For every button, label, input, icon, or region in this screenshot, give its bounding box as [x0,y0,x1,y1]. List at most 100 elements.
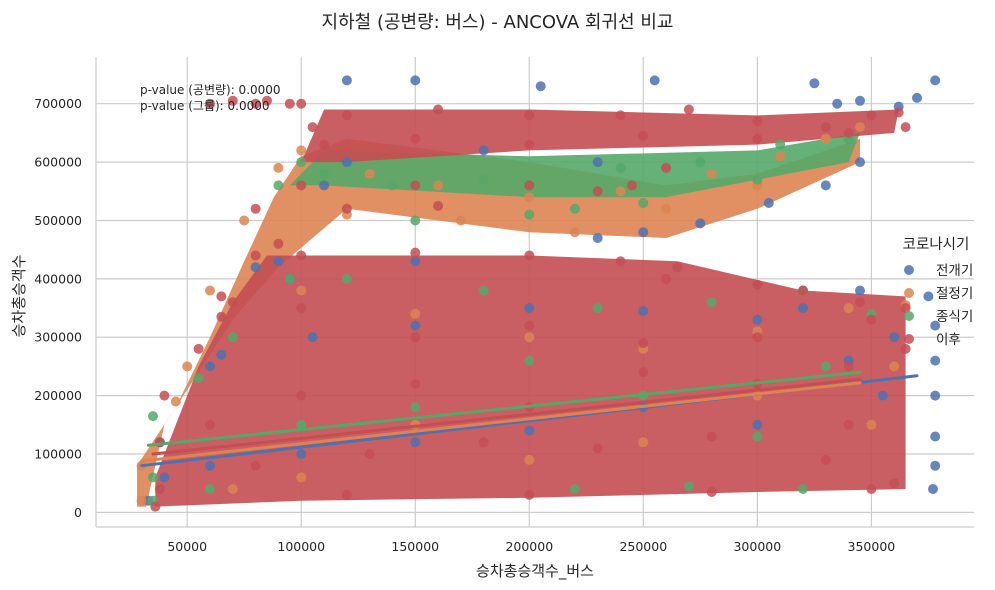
point-series-1 [615,186,626,197]
point-series-3 [638,130,649,141]
point-series-2 [752,174,763,185]
point-series-3 [672,262,683,273]
point-series-3 [752,332,763,343]
point-series-3 [893,107,904,118]
point-series-3 [296,303,307,314]
point-series-3 [752,133,763,144]
point-series-2 [205,484,215,494]
point-series-3 [661,273,672,284]
point-series-3 [364,449,375,459]
point-series-3 [410,180,421,191]
p-value-group-label: p-value (그룹): 0.0000 [140,99,270,113]
point-series-0 [205,460,215,471]
point-series-3 [250,460,261,471]
point-series-3 [154,484,165,494]
point-series-3 [410,247,421,258]
y-tick-label: 400000 [34,271,82,286]
point-series-3 [296,250,307,261]
y-axis-title: 승차총승객수 [10,255,28,338]
point-series-1 [855,122,865,133]
point-series-3 [889,478,900,489]
point-series-0 [752,419,763,430]
point-series-0 [695,218,706,229]
point-series-2 [695,157,706,168]
point-series-3 [284,98,295,109]
point-series-1 [296,145,307,156]
point-series-0 [638,306,649,316]
point-series-0 [930,355,941,366]
point-series-0 [832,98,843,109]
point-series-2 [615,162,626,173]
point-series-0 [319,180,330,191]
data-bands [137,109,906,507]
point-series-3 [273,238,284,249]
p-value-covariate-label: p-value (공변량): 0.0000 [140,83,281,97]
data-points [136,75,941,512]
point-series-2 [478,174,489,185]
point-series-2 [524,355,535,366]
point-series-2 [775,139,786,150]
point-series-0 [855,157,865,168]
point-series-3 [900,303,911,314]
point-series-2 [341,273,352,284]
point-series-2 [227,332,238,343]
point-series-0 [478,145,489,156]
point-series-3 [150,501,161,512]
point-series-3 [866,484,877,494]
point-series-0 [928,484,938,494]
legend-marker-0 [904,265,914,275]
x-tick-label: 150000 [391,539,439,554]
point-series-3 [820,122,831,133]
point-series-2 [410,402,421,413]
point-series-2 [820,361,831,372]
point-series-3 [250,250,261,261]
point-series-1 [273,162,284,173]
point-series-0 [889,332,900,343]
point-series-3 [900,122,911,133]
point-series-0 [912,92,922,103]
point-series-0 [855,95,865,106]
point-series-3 [250,203,261,214]
point-series-1 [661,203,672,214]
point-series-0 [524,425,535,436]
y-tick-label: 700000 [34,96,82,111]
point-series-0 [752,314,763,325]
point-series-3 [615,256,626,267]
point-series-0 [649,75,660,86]
point-series-3 [706,431,717,442]
point-series-2 [410,215,421,226]
point-series-2 [478,285,489,296]
point-series-3 [410,379,421,389]
point-series-2 [273,180,284,191]
point-series-0 [410,320,421,331]
point-series-2 [319,168,330,179]
point-series-3 [843,361,854,372]
regression-line-1 [140,381,862,463]
point-series-0 [930,460,941,471]
point-series-3 [592,186,603,197]
point-series-3 [433,104,444,115]
point-series-0 [524,303,535,314]
point-series-0 [930,431,941,442]
point-series-1 [182,361,193,372]
point-series-1 [569,227,580,238]
x-tick-label: 50000 [167,539,207,554]
point-series-3 [159,390,170,401]
point-series-2 [148,472,158,483]
regression-line-2 [146,370,862,447]
point-series-2 [148,411,158,422]
point-series-0 [592,233,603,243]
point-series-3 [250,98,261,109]
band-peak-group [137,138,860,507]
point-series-0 [877,390,888,401]
point-series-3 [524,320,535,331]
point-series-3 [433,200,444,211]
x-tick-label: 250000 [619,539,667,554]
y-tick-label: 300000 [34,330,82,345]
point-series-3 [296,98,307,109]
point-series-2 [752,431,763,442]
point-series-0 [592,157,603,168]
point-series-2 [524,209,535,220]
point-series-0 [798,303,808,314]
